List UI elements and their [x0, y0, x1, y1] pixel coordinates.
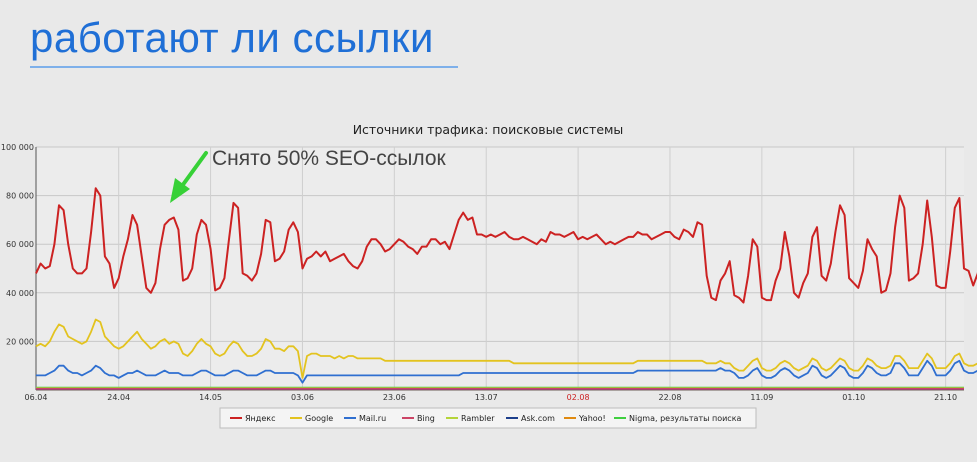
x-tick-label: 14.05 — [199, 393, 222, 402]
legend-label: Yahoo! — [578, 414, 606, 423]
y-tick-label: 20 000 — [6, 337, 34, 346]
series-line-mail-ru — [36, 359, 977, 384]
series-lines — [35, 187, 977, 391]
series-line-google — [35, 318, 977, 379]
annotation: Снято 50% SEO-ссылок — [170, 147, 446, 203]
legend-label: Mail.ru — [359, 414, 386, 423]
y-tick-label: 100 000 — [1, 143, 34, 152]
annotation-text: Снято 50% SEO-ссылок — [212, 147, 446, 170]
x-tick-label: 24.04 — [107, 393, 130, 402]
legend-label: Яндекс — [245, 414, 275, 423]
x-tick-label: 01.10 — [842, 393, 865, 402]
x-tick-label: 03.06 — [291, 393, 314, 402]
legend-box — [219, 407, 757, 429]
annotation-arrow-head — [170, 178, 190, 203]
legend: Яндекс Google Mail.ru Bing Rambler Ask.com Yah… — [219, 407, 757, 429]
legend-label: Rambler — [461, 414, 495, 423]
series-line-яндекс — [35, 187, 977, 304]
x-tick-label: 13.07 — [475, 393, 498, 402]
title-underline — [30, 66, 458, 68]
y-tick-label: 80 000 — [6, 192, 34, 201]
annotation-arrow-shaft — [180, 151, 208, 188]
x-tick-label: 02.08 — [567, 393, 590, 402]
legend-label: Bing — [417, 414, 435, 423]
y-tick-label: 60 000 — [6, 240, 34, 249]
x-tick-label: 22.08 — [659, 393, 682, 402]
slide-title: работают ли ссылки — [30, 14, 434, 61]
x-tick-label: 21.10 — [934, 393, 957, 402]
y-tick-label: 40 000 — [6, 289, 34, 298]
x-tick-label: 11.09 — [750, 393, 773, 402]
legend-label: Ask.com — [521, 414, 555, 423]
legend-label: Nigma, результаты поиска — [629, 414, 742, 423]
chart-title: Источники трафика: поисковые системы — [353, 122, 624, 137]
legend-label: Google — [305, 414, 333, 423]
x-tick-label: 06.04 — [25, 393, 48, 402]
x-tick-label: 23.06 — [383, 393, 406, 402]
